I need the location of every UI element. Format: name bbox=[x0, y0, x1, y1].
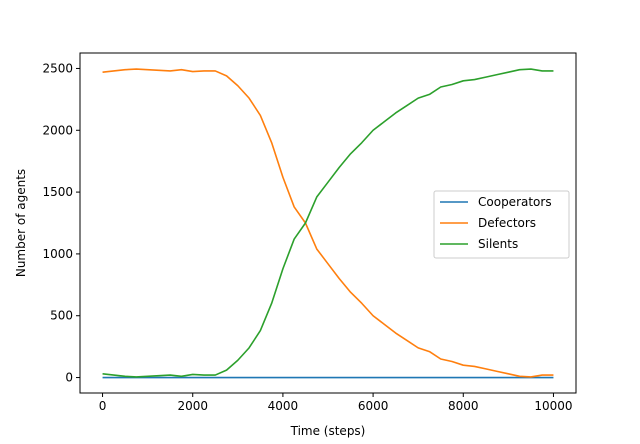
x-tick-label: 0 bbox=[99, 399, 107, 413]
x-axis-label: Time (steps) bbox=[290, 424, 366, 438]
ticks-layer: 0 2000 4000 6000 8000 10000 0 500 1000 1500 2000 25… bbox=[42, 61, 572, 413]
x-tick-label: 4000 bbox=[268, 399, 299, 413]
legend: Cooperators Defectors Silents bbox=[433, 190, 570, 259]
y-axis-label: Number of agents bbox=[14, 169, 28, 277]
x-tick-label: 6000 bbox=[358, 399, 389, 413]
y-tick-label: 0 bbox=[65, 371, 73, 385]
legend-label-defectors: Defectors bbox=[478, 216, 536, 230]
legend-label-cooperators: Cooperators bbox=[478, 195, 552, 209]
legend-label-silents: Silents bbox=[478, 237, 518, 251]
y-tick-label: 1500 bbox=[42, 185, 73, 199]
y-tick-label: 2000 bbox=[42, 123, 73, 137]
y-tick-label: 500 bbox=[50, 309, 73, 323]
x-tick-label: 2000 bbox=[177, 399, 208, 413]
series-layer bbox=[102, 68, 554, 379]
x-tick-label: 10000 bbox=[534, 399, 572, 413]
series-line-defectors bbox=[102, 68, 554, 378]
series-line-silents bbox=[102, 68, 554, 378]
legend-frame bbox=[433, 190, 570, 259]
y-tick-label: 2500 bbox=[42, 61, 73, 75]
y-tick-label: 1000 bbox=[42, 247, 73, 261]
plot-area-frame bbox=[79, 52, 577, 394]
x-tick-label: 8000 bbox=[448, 399, 479, 413]
